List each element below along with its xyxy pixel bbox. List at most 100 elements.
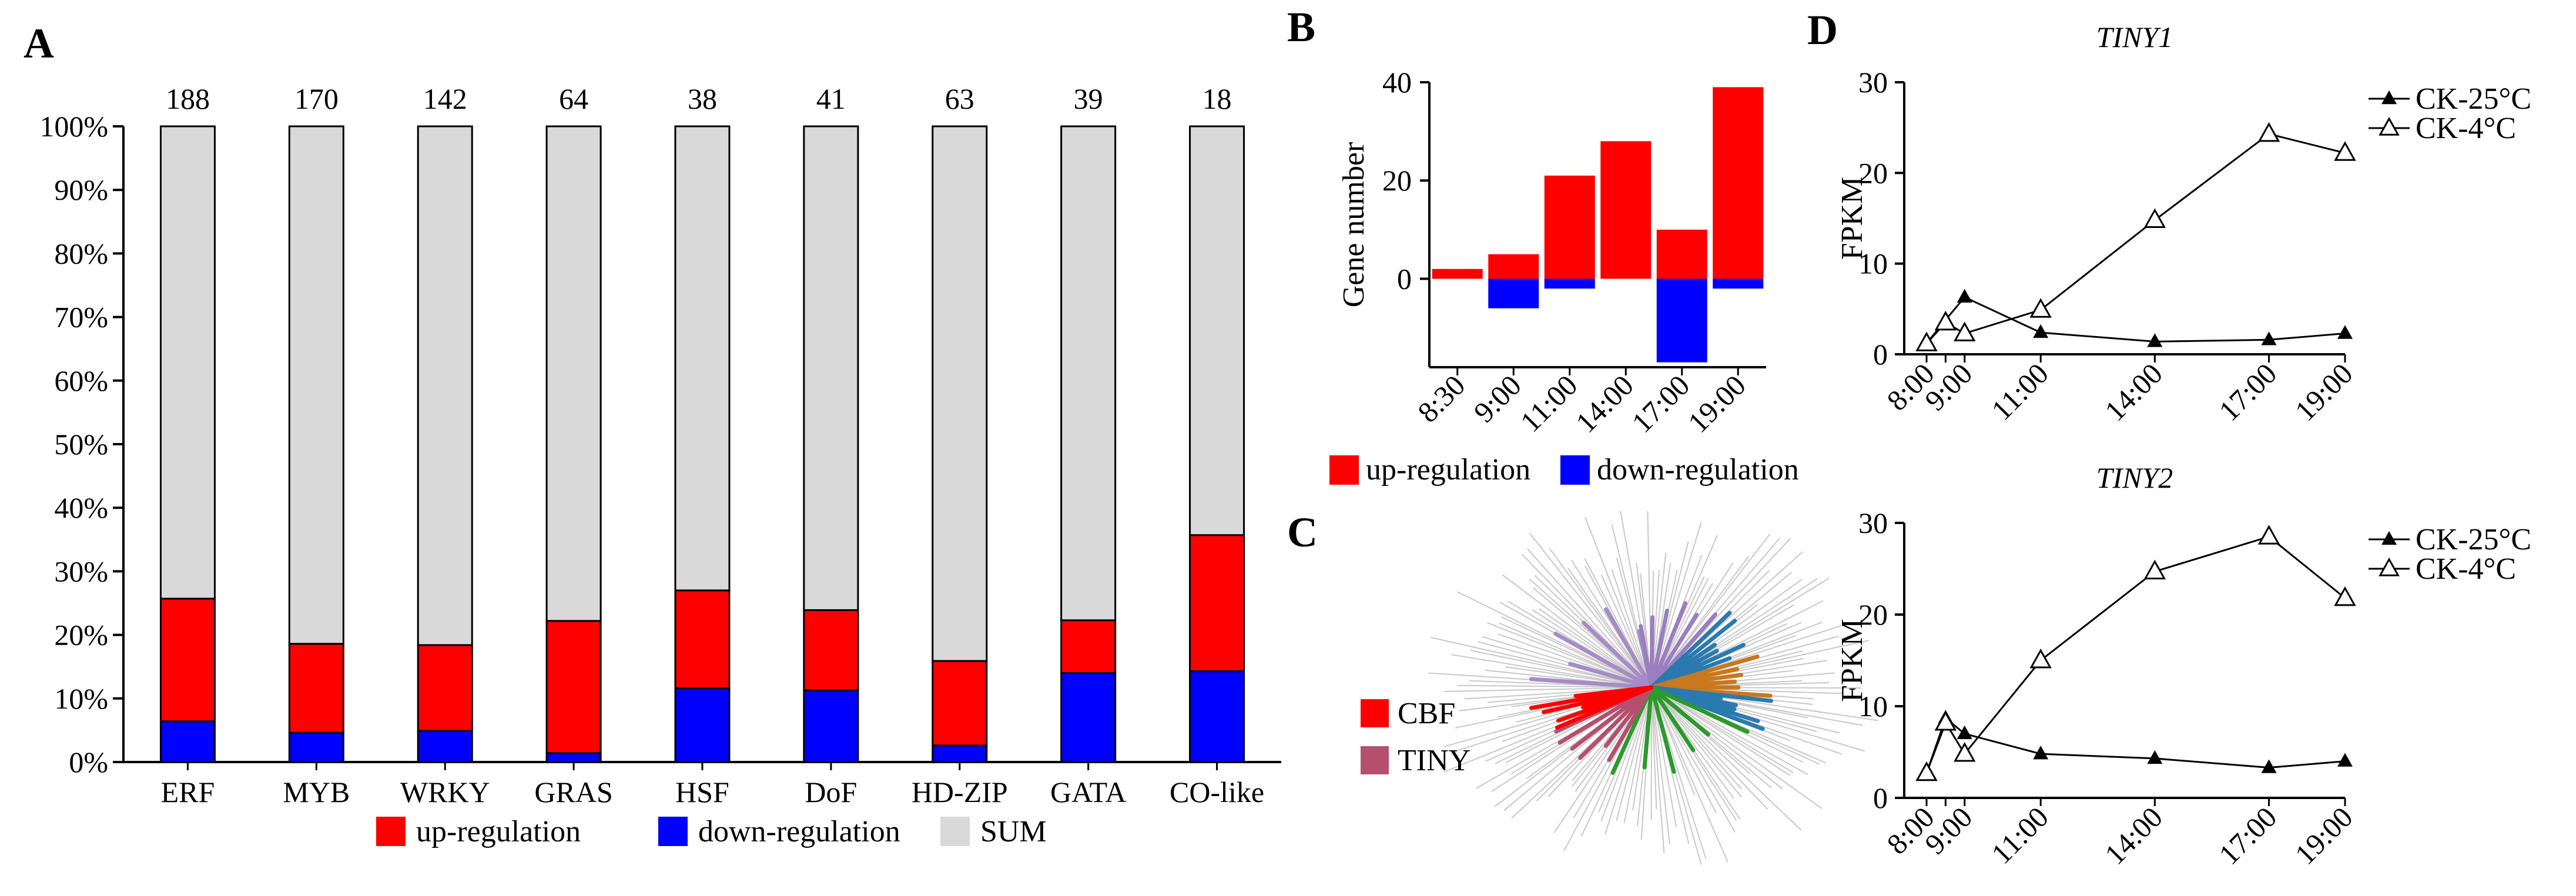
- legend-label: down-regulation: [698, 815, 900, 848]
- y-axis-title: Gene number: [1337, 142, 1371, 308]
- legend-label-tiny: TINY: [1398, 744, 1470, 777]
- legend-swatch: [1329, 455, 1359, 485]
- x-tick-label: 8:30: [1411, 368, 1471, 428]
- data-point-ck-4c: [2143, 208, 2166, 228]
- legend-marker: [2381, 531, 2397, 545]
- y-tick-label: 50%: [54, 428, 108, 461]
- bar-up-regulation-14:00: [1600, 141, 1652, 279]
- tree-branch: [1651, 687, 1729, 863]
- tree-branch: [1651, 687, 1742, 790]
- data-point-ck-25c: [2147, 750, 2163, 764]
- x-tick-label: 9:00: [1918, 357, 1978, 417]
- y-axis-title: FPKM: [1835, 619, 1869, 702]
- clade-branch: [1649, 601, 1688, 690]
- x-tick-label: 9:00: [1918, 800, 1978, 860]
- clade-branch: [1529, 677, 1654, 690]
- y-tick-label: 20%: [54, 619, 108, 652]
- data-point-ck-4c: [1934, 711, 1957, 731]
- bar-up-regulation-gata: [1060, 619, 1117, 674]
- data-point-ck-4c: [2029, 298, 2052, 318]
- bar-total-label: 170: [294, 82, 339, 115]
- legend-label: CK-25°C: [2416, 523, 2531, 556]
- y-tick-label: 90%: [54, 173, 108, 206]
- x-tick-label: 19:00: [1681, 368, 1752, 439]
- x-tick-label: 11:00: [1514, 368, 1584, 438]
- data-point-ck-25c: [1957, 288, 1972, 303]
- x-tick-label: CO-like: [1170, 776, 1264, 808]
- legend-label: up-regulation: [1366, 453, 1530, 486]
- bar-sum-hsf: [674, 125, 731, 592]
- bar-sum-erf: [159, 125, 216, 600]
- x-tick-label: WRKY: [400, 776, 490, 808]
- data-point-ck-4c: [2143, 559, 2166, 580]
- tree-branch: [1600, 574, 1652, 688]
- data-point-ck-4c: [1954, 321, 1976, 341]
- y-tick-label: 20: [1858, 598, 1888, 631]
- x-tick-label: ERF: [161, 776, 215, 808]
- tree-branch: [1651, 687, 1790, 776]
- x-tick-label: 17:00: [1625, 368, 1696, 439]
- legend-swatch: [376, 817, 406, 846]
- legend-swatch: [658, 817, 688, 846]
- legend-marker: [2381, 90, 2397, 105]
- bar-down-regulation-17:00: [1656, 278, 1707, 363]
- legend-marker: [2379, 557, 2400, 576]
- data-point-ck-4c: [2257, 525, 2280, 545]
- clade-branch: [1604, 607, 1654, 690]
- legend-marker: [2379, 116, 2400, 136]
- clade-branch: [1642, 685, 1654, 770]
- x-tick-label: 14:00: [2098, 800, 2169, 871]
- legend-swatch: [940, 817, 970, 846]
- bar-up-regulation-myb: [288, 643, 344, 734]
- data-point-ck-4c: [2334, 586, 2356, 606]
- tree-branch: [1444, 687, 1652, 692]
- clade-branch: [1573, 685, 1654, 698]
- x-tick-label: 19:00: [2289, 357, 2359, 427]
- bar-up-regulation-17:00: [1656, 229, 1707, 279]
- legend-swatch-tiny: [1361, 746, 1389, 774]
- legend-swatch-cbf: [1361, 699, 1389, 727]
- bar-up-regulation-wrky: [417, 644, 473, 732]
- bar-up-regulation-gras: [545, 620, 602, 754]
- x-tick-label: MYB: [283, 776, 350, 808]
- bar-sum-wrky: [417, 125, 473, 646]
- bar-down-regulation-19:00: [1713, 278, 1764, 289]
- bar-total-label: 18: [1202, 82, 1232, 115]
- clade-branch: [1649, 685, 1710, 737]
- bar-total-label: 38: [688, 82, 717, 115]
- data-point-ck-25c: [1957, 725, 1972, 739]
- bar-up-regulation-11:00: [1544, 175, 1595, 279]
- chart-title: TINY1: [2096, 21, 2173, 53]
- series-line-ck-4c: [1925, 133, 2346, 344]
- data-point-ck-4c: [2334, 141, 2356, 161]
- clade-branch: [1581, 620, 1654, 690]
- bar-up-regulation-8:30: [1432, 269, 1483, 279]
- data-point-ck-4c: [1934, 310, 1957, 331]
- data-point-ck-4c: [2257, 122, 2280, 142]
- bar-total-label: 63: [945, 82, 974, 115]
- bar-down-regulation-myb: [288, 731, 344, 763]
- data-point-ck-4c: [1915, 331, 1938, 351]
- y-tick-label: 0: [1873, 338, 1888, 371]
- clade-branch: [1553, 632, 1654, 690]
- bar-down-regulation-11:00: [1544, 278, 1595, 289]
- y-tick-label: 0%: [69, 746, 108, 778]
- bar-down-regulation-erf: [159, 720, 216, 763]
- clade-branch: [1649, 685, 1676, 774]
- clade-branch: [1649, 685, 1750, 734]
- bar-up-regulation-erf: [159, 598, 216, 723]
- clade-branch: [1649, 685, 1696, 753]
- y-tick-label: 40: [1382, 66, 1412, 99]
- data-point-ck-25c: [2337, 325, 2353, 339]
- y-tick-label: 80%: [54, 237, 108, 270]
- tree-branch: [1611, 569, 1652, 688]
- bar-total-label: 188: [166, 82, 210, 115]
- x-tick-label: 11:00: [1985, 357, 2055, 427]
- x-tick-label: GATA: [1050, 776, 1126, 808]
- bar-down-regulation-co-like: [1189, 670, 1245, 763]
- panel-label-b: B: [1287, 4, 1315, 51]
- bar-up-regulation-19:00: [1713, 87, 1764, 279]
